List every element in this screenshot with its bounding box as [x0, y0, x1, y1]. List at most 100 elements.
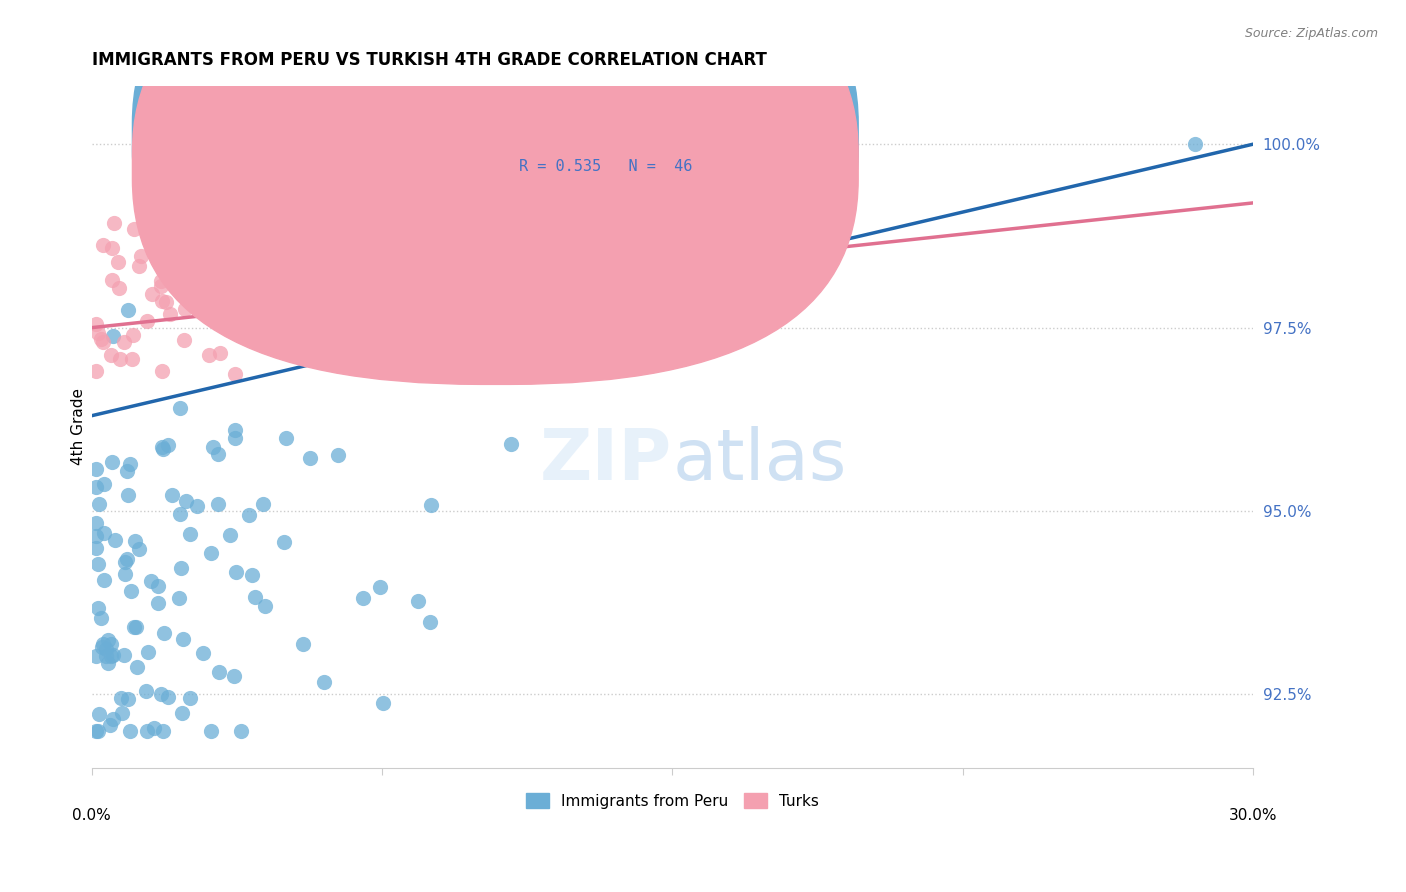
Immigrants from Peru — [127, 660, 149, 674]
Immigrants from Peru — [276, 431, 298, 445]
Immigrants from Peru — [152, 625, 174, 640]
Immigrants from Peru — [186, 499, 208, 513]
Immigrants from Peru — [152, 724, 174, 739]
Immigrants from Peru — [208, 665, 231, 679]
Turks — [173, 301, 195, 316]
Immigrants from Peru — [201, 440, 224, 454]
Immigrants from Peru — [135, 683, 157, 698]
Immigrants from Peru — [139, 574, 162, 588]
Immigrants from Peru — [501, 437, 523, 451]
Turks — [122, 327, 145, 342]
Immigrants from Peru — [160, 488, 183, 502]
Immigrants from Peru — [146, 596, 169, 610]
Text: 0.0%: 0.0% — [73, 808, 111, 823]
Immigrants from Peru — [112, 648, 135, 662]
Turks — [155, 294, 177, 309]
Immigrants from Peru — [117, 302, 139, 317]
Turks — [273, 215, 295, 229]
Immigrants from Peru — [135, 724, 157, 739]
Immigrants from Peru — [167, 591, 190, 606]
Turks — [149, 274, 172, 288]
Turks — [173, 333, 195, 347]
Immigrants from Peru — [84, 516, 107, 531]
Immigrants from Peru — [207, 497, 229, 511]
Turks — [177, 219, 200, 233]
Immigrants from Peru — [291, 637, 314, 651]
Turks — [108, 352, 131, 367]
Immigrants from Peru — [124, 533, 146, 548]
Immigrants from Peru — [207, 447, 229, 461]
Immigrants from Peru — [193, 646, 215, 660]
Turks — [136, 314, 159, 328]
Immigrants from Peru — [298, 450, 321, 465]
Immigrants from Peru — [101, 648, 124, 663]
Immigrants from Peru — [253, 599, 276, 613]
Turks — [224, 367, 246, 381]
Immigrants from Peru — [90, 610, 112, 624]
Text: atlas: atlas — [672, 426, 846, 495]
Immigrants from Peru — [200, 724, 222, 739]
Immigrants from Peru — [93, 525, 115, 540]
Turks — [122, 222, 145, 236]
Immigrants from Peru — [229, 724, 252, 739]
Immigrants from Peru — [84, 648, 107, 663]
Turks — [101, 241, 124, 255]
FancyBboxPatch shape — [132, 0, 858, 384]
Y-axis label: 4th Grade: 4th Grade — [72, 388, 86, 466]
Turks — [141, 286, 163, 301]
Text: R = 0.425   N = 105: R = 0.425 N = 105 — [519, 129, 693, 145]
Immigrants from Peru — [142, 721, 165, 735]
Immigrants from Peru — [224, 430, 246, 444]
Turks — [84, 317, 107, 331]
Immigrants from Peru — [273, 534, 295, 549]
Turks — [100, 348, 122, 362]
Turks — [240, 285, 263, 300]
Immigrants from Peru — [118, 458, 141, 472]
Turks — [107, 281, 129, 295]
Immigrants from Peru — [170, 560, 193, 574]
Turks — [159, 307, 181, 321]
Turks — [150, 364, 173, 378]
Immigrants from Peru — [103, 712, 125, 726]
Immigrants from Peru — [100, 637, 122, 651]
Immigrants from Peru — [97, 657, 120, 671]
Immigrants from Peru — [100, 455, 122, 469]
Turks — [112, 335, 135, 350]
Immigrants from Peru — [84, 541, 107, 556]
Immigrants from Peru — [118, 724, 141, 739]
Turks — [90, 332, 112, 346]
Turks — [150, 279, 173, 293]
Immigrants from Peru — [86, 724, 108, 739]
Immigrants from Peru — [152, 442, 174, 456]
Text: Source: ZipAtlas.com: Source: ZipAtlas.com — [1244, 27, 1378, 40]
Turks — [150, 294, 173, 309]
FancyBboxPatch shape — [132, 0, 858, 355]
Immigrants from Peru — [89, 497, 111, 511]
Immigrants from Peru — [87, 601, 110, 615]
Text: IMMIGRANTS FROM PERU VS TURKISH 4TH GRADE CORRELATION CHART: IMMIGRANTS FROM PERU VS TURKISH 4TH GRAD… — [91, 51, 766, 69]
Turks — [349, 351, 371, 366]
Turks — [177, 275, 200, 289]
Turks — [278, 298, 301, 312]
Immigrants from Peru — [97, 632, 120, 647]
Immigrants from Peru — [98, 718, 121, 732]
Immigrants from Peru — [1184, 137, 1206, 152]
Immigrants from Peru — [169, 507, 191, 521]
Turks — [103, 216, 125, 230]
Turks — [91, 237, 114, 252]
Turks — [84, 364, 107, 378]
Immigrants from Peru — [169, 401, 191, 416]
Immigrants from Peru — [114, 566, 136, 581]
Text: 30.0%: 30.0% — [1229, 808, 1277, 823]
Immigrants from Peru — [103, 328, 125, 343]
Immigrants from Peru — [93, 573, 115, 587]
Immigrants from Peru — [406, 594, 429, 608]
Immigrants from Peru — [115, 551, 138, 566]
Immigrants from Peru — [157, 438, 180, 452]
Turks — [107, 255, 129, 269]
Turks — [202, 304, 225, 318]
Immigrants from Peru — [114, 555, 136, 569]
Turks — [87, 326, 110, 340]
Immigrants from Peru — [225, 565, 247, 579]
Immigrants from Peru — [312, 674, 335, 689]
